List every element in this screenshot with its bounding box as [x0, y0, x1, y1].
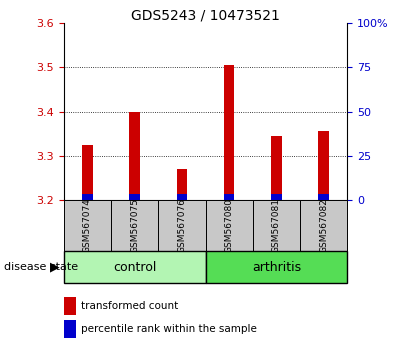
Bar — [206, 251, 347, 283]
Bar — [64, 297, 76, 314]
Bar — [64, 251, 206, 283]
Bar — [206, 200, 253, 251]
Bar — [224, 194, 234, 200]
Bar — [300, 200, 347, 251]
Text: percentile rank within the sample: percentile rank within the sample — [81, 324, 256, 334]
Bar — [271, 194, 282, 200]
Text: GSM567076: GSM567076 — [178, 198, 186, 253]
Bar — [253, 200, 300, 251]
Text: GDS5243 / 10473521: GDS5243 / 10473521 — [131, 9, 280, 23]
Bar — [224, 65, 234, 200]
Text: arthritis: arthritis — [252, 261, 301, 274]
Text: ▶: ▶ — [50, 261, 60, 274]
Bar — [177, 169, 187, 200]
Bar — [82, 194, 92, 200]
Bar — [64, 320, 76, 338]
Bar — [129, 112, 140, 200]
Text: disease state: disease state — [4, 262, 78, 272]
Text: control: control — [113, 261, 156, 274]
Text: GSM567082: GSM567082 — [319, 198, 328, 253]
Bar — [64, 200, 111, 251]
Text: GSM567080: GSM567080 — [225, 198, 233, 253]
Bar — [319, 194, 329, 200]
Bar — [158, 200, 206, 251]
Text: GSM567081: GSM567081 — [272, 198, 281, 253]
Bar — [177, 194, 187, 200]
Bar — [129, 194, 140, 200]
Text: transformed count: transformed count — [81, 301, 178, 311]
Bar — [82, 145, 92, 200]
Text: GSM567075: GSM567075 — [130, 198, 139, 253]
Bar — [271, 136, 282, 200]
Bar — [111, 200, 158, 251]
Text: GSM567074: GSM567074 — [83, 198, 92, 253]
Bar — [319, 131, 329, 200]
